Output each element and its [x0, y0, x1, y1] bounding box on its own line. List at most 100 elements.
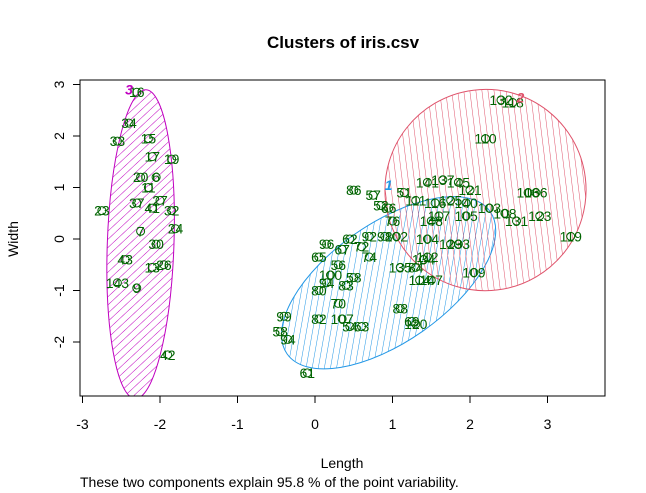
point-label: 19 — [164, 151, 180, 167]
point-marker — [333, 298, 343, 308]
point-label: 66 — [381, 200, 397, 216]
point-label: 94 — [319, 275, 335, 291]
point-marker — [461, 211, 471, 221]
point-label: 9 — [133, 280, 141, 296]
point-label: 140 — [454, 195, 478, 211]
point-marker — [167, 154, 177, 164]
point-marker — [275, 327, 285, 337]
point-marker — [314, 314, 324, 324]
point-label: 104 — [416, 231, 440, 247]
point-label: 80 — [311, 283, 327, 299]
x-axis: -3 -2 -1 0 1 2 3 — [76, 395, 552, 432]
point-label: 112 — [416, 249, 439, 265]
point-marker — [151, 239, 161, 249]
point-label: 76 — [385, 213, 401, 229]
point-marker — [349, 273, 359, 283]
point-label: 16 — [129, 84, 145, 100]
point-marker — [535, 211, 545, 221]
point-marker — [322, 239, 332, 249]
point-marker — [132, 283, 142, 293]
point-marker — [112, 136, 122, 146]
point-label: 56 — [330, 257, 346, 273]
point-label: 92 — [361, 228, 377, 244]
point-label: 34 — [121, 115, 137, 131]
x-axis-label: Length — [321, 455, 364, 471]
point-label: 42 — [160, 347, 176, 363]
point-label: 74 — [361, 249, 377, 265]
point-label: 67 — [334, 241, 350, 257]
point-label: 54 — [342, 319, 358, 335]
point-marker — [415, 275, 425, 285]
point-marker — [566, 231, 576, 241]
point-label: 114 — [408, 272, 431, 288]
point-label: 102 — [385, 228, 409, 244]
point-label: 135 — [389, 259, 413, 275]
point-label: 20 — [133, 169, 149, 185]
point-label: 32 — [164, 203, 180, 219]
point-marker — [151, 172, 161, 182]
point-marker — [349, 185, 359, 195]
point-label: 109 — [462, 264, 486, 280]
point-marker — [500, 208, 510, 218]
point-marker — [333, 260, 343, 270]
point-label: 63 — [354, 319, 370, 335]
point-label: 125 — [439, 192, 463, 208]
point-marker — [314, 286, 324, 295]
point-marker — [395, 262, 405, 272]
x-tick-label: -1 — [231, 416, 244, 432]
point-label: 69 — [404, 313, 420, 329]
point-marker — [357, 242, 366, 252]
cluster-ellipse-2 — [384, 88, 587, 292]
point-marker — [434, 211, 444, 221]
point-marker — [426, 216, 436, 226]
point-marker — [345, 322, 355, 332]
point-label: 137 — [431, 172, 455, 188]
point-label: 123 — [528, 208, 552, 224]
point-marker — [136, 226, 146, 236]
y-tick-label: 3 — [51, 80, 67, 88]
point-marker — [484, 203, 494, 213]
point-label: 133 — [447, 236, 471, 252]
point-marker — [531, 188, 541, 198]
point-marker — [322, 278, 332, 288]
point-marker — [147, 152, 157, 162]
x-tick-label: -3 — [76, 416, 89, 432]
point-label: 58 — [272, 324, 288, 340]
point-marker — [391, 231, 401, 241]
point-label: 94 — [280, 331, 296, 347]
point-marker — [430, 198, 440, 208]
variability-subtitle: These two components explain 95.8 % of t… — [80, 474, 459, 490]
point-label: 13 — [144, 259, 160, 275]
point-marker — [368, 190, 378, 200]
point-marker — [337, 314, 347, 324]
point-marker — [159, 260, 169, 270]
point-label: 26 — [156, 257, 172, 273]
cluster-label-1: 1 — [385, 177, 393, 193]
point-label: 83 — [338, 277, 354, 293]
point-marker — [167, 206, 177, 216]
point-label: 30 — [148, 236, 164, 252]
x-tick-label: 1 — [389, 416, 397, 432]
point-label: 57 — [365, 187, 381, 203]
point-marker — [357, 322, 366, 332]
point-label: 27 — [152, 192, 168, 208]
point-marker — [345, 234, 355, 244]
point-marker — [97, 206, 107, 216]
point-marker — [446, 195, 456, 205]
y-axis: -2 -1 0 1 2 3 — [51, 80, 81, 348]
x-tick-label: 2 — [466, 416, 474, 432]
point-label: 103 — [478, 200, 502, 216]
point-label: 136 — [524, 185, 548, 201]
y-tick-label: 1 — [51, 183, 67, 191]
point-label: 143 — [106, 275, 130, 291]
point-label: 88 — [392, 301, 408, 317]
point-label: 134 — [412, 252, 436, 268]
point-marker — [364, 231, 374, 241]
point-label: 84 — [408, 259, 424, 275]
x-tick-label: 3 — [544, 416, 552, 432]
point-label: 72 — [354, 239, 370, 255]
point-marker — [496, 95, 506, 105]
point-marker — [411, 319, 421, 329]
point-label: 37 — [129, 195, 145, 211]
